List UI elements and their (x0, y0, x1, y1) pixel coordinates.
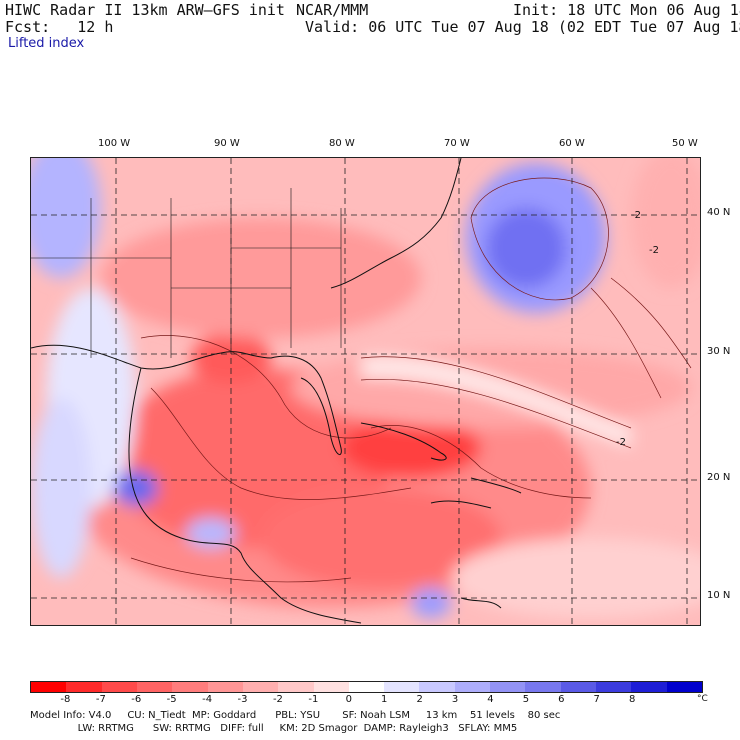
colorbar-tick-label: 7 (593, 694, 600, 705)
colorbar-tick-label: -2 (272, 694, 283, 705)
colorbar-tick-label: 4 (487, 694, 494, 705)
lat-label-40n: 40 N (707, 207, 731, 218)
institution-label: NCAR/MMM (296, 1, 369, 19)
model-info-line-1: Model Info: V4.0 CU: N_Tiedt MP: Goddard… (30, 710, 561, 721)
contour-lines (130, 177, 692, 583)
colorbar-swatch (136, 682, 173, 692)
colorbar-tick-label: -6 (131, 694, 142, 705)
lon-label-80w: 80 W (329, 138, 355, 149)
model-info-line-2: LW: RRTMG SW: RRTMG DIFF: full KM: 2D Sm… (30, 723, 518, 734)
colorbar-swatch (313, 682, 349, 692)
lat-label-20n: 20 N (707, 472, 731, 483)
contour-label: -2 (631, 210, 641, 221)
colorbar-swatch (490, 682, 526, 692)
colorbar-swatch (242, 682, 279, 692)
colorbar-tick-label: -8 (60, 694, 71, 705)
colorbar-swatch (596, 682, 632, 692)
lon-label-70w: 70 W (444, 138, 470, 149)
forecast-hour: Fcst: 12 h (5, 18, 114, 36)
lifted-index-map: -2 -2 -2 (30, 157, 701, 626)
lon-label-60w: 60 W (559, 138, 585, 149)
lat-label-10n: 10 N (707, 590, 731, 601)
colorbar-tick-label: 5 (522, 694, 530, 705)
colorbar (30, 681, 703, 693)
colorbar-swatch (31, 682, 67, 692)
colorbar-unit: °C (697, 694, 708, 704)
colorbar-tick-label: 0 (345, 694, 352, 705)
lon-label-50w: 50 W (672, 138, 698, 149)
colorbar-swatch (207, 682, 243, 692)
colorbar-swatch (66, 682, 102, 692)
lon-label-90w: 90 W (214, 138, 240, 149)
lon-label-100w: 100 W (98, 138, 131, 149)
colorbar-swatch (454, 682, 491, 692)
colorbar-swatch (348, 682, 385, 692)
colorbar-swatch (631, 682, 667, 692)
model-title: HIWC Radar II 13km ARW–GFS init (5, 1, 285, 19)
variable-name: Lifted index (8, 36, 85, 51)
colorbar-swatch (560, 682, 596, 692)
colorbar-tick-label: -1 (308, 694, 319, 705)
valid-time: Valid: 06 UTC Tue 07 Aug 18 (02 EDT Tue … (305, 18, 740, 36)
graticule (31, 158, 700, 625)
coastlines (31, 158, 522, 624)
colorbar-swatch (101, 682, 137, 692)
lifted-index-field (31, 158, 700, 618)
colorbar-swatch (525, 682, 561, 692)
colorbar-tick-label: -7 (95, 694, 106, 705)
lat-label-30n: 30 N (707, 346, 731, 357)
colorbar-tick-label: 6 (558, 694, 565, 705)
contour-label: -2 (616, 437, 626, 448)
colorbar-tick-label: 3 (451, 694, 459, 705)
colorbar-swatch (666, 682, 702, 692)
colorbar-tick-label: -3 (237, 694, 248, 705)
init-time: Init: 18 UTC Mon 06 Aug 18 (513, 1, 740, 19)
colorbar-swatch (172, 682, 208, 692)
colorbar-swatch (419, 682, 455, 692)
contour-label: -2 (649, 245, 659, 256)
colorbar-tick-label: 2 (416, 694, 423, 705)
colorbar-tick-label: 8 (628, 694, 636, 705)
colorbar-swatch (384, 682, 420, 692)
colorbar-swatch (278, 682, 314, 692)
colorbar-tick-label: -5 (166, 694, 177, 705)
colorbar-tick-label: 1 (381, 694, 388, 705)
colorbar-tick-label: -4 (202, 694, 213, 705)
